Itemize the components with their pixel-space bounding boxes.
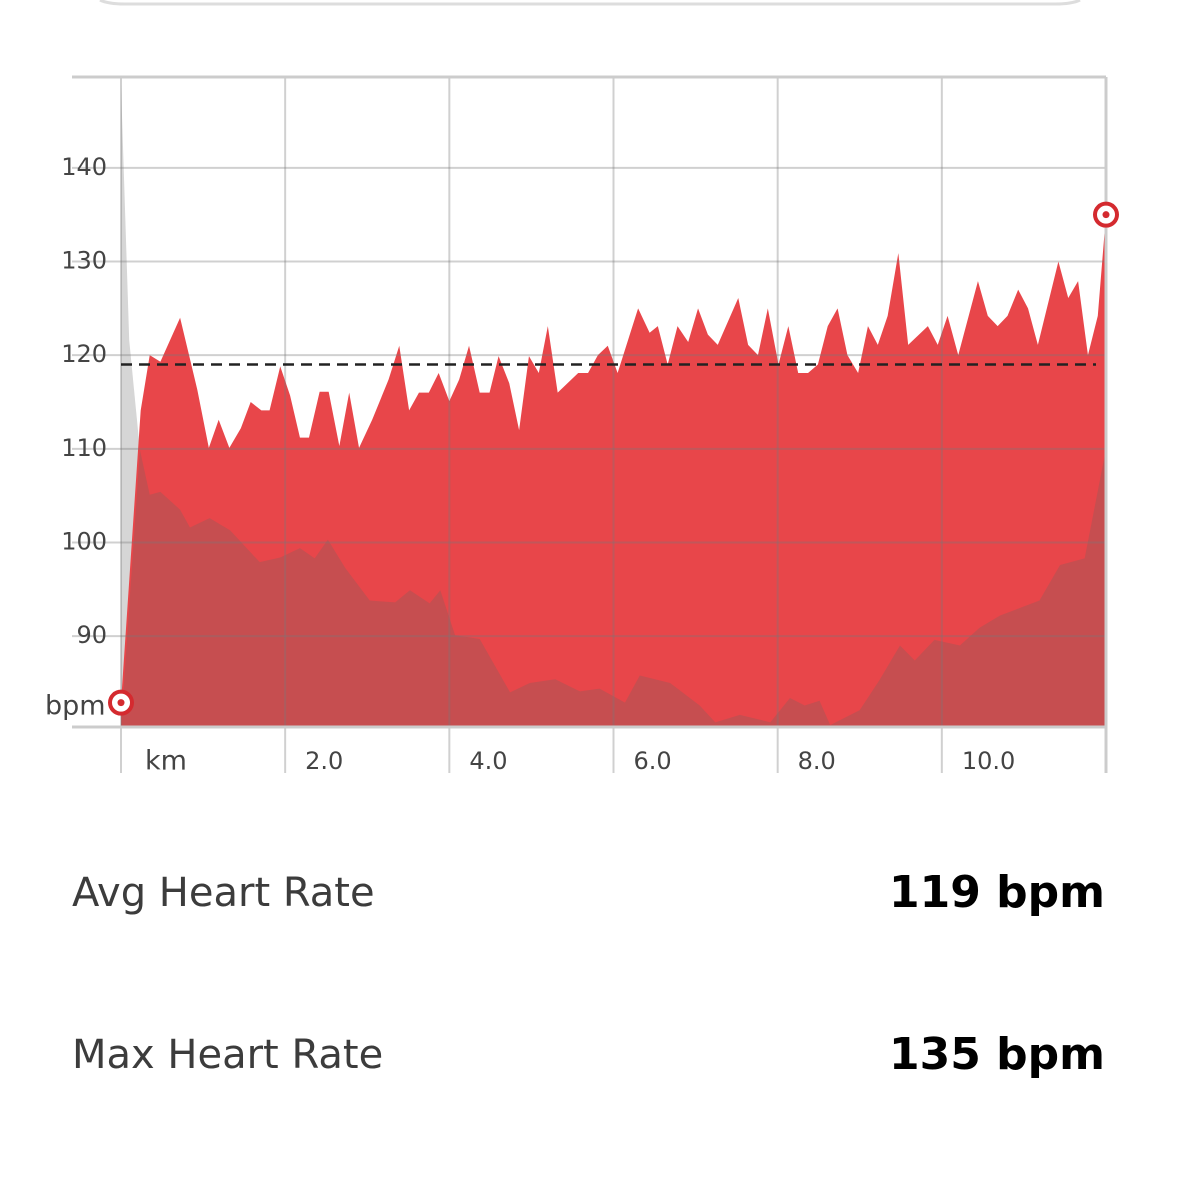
y-tick-label: 90: [76, 621, 107, 649]
area: [121, 448, 1106, 727]
y-tick-label: 100: [61, 527, 107, 555]
x-tick-label: km: [145, 746, 187, 777]
stat-label: Max Heart Rate: [72, 1032, 383, 1078]
point-marker-center: [117, 699, 125, 707]
stat-label: Avg Heart Rate: [72, 870, 375, 916]
x-tick-label: 8.0: [798, 747, 836, 775]
stat-value: 119 bpm: [889, 867, 1105, 918]
stat-value: 135 bpm: [889, 1029, 1105, 1080]
y-tick-label: 130: [61, 247, 107, 275]
point-marker-center: [1102, 211, 1110, 219]
y-axis-label: bpm: [45, 691, 106, 722]
x-tick-label: 10.0: [962, 747, 1015, 775]
x-tick-label: 2.0: [305, 747, 343, 775]
x-tick-label: 6.0: [634, 747, 672, 775]
y-tick-label: 140: [61, 153, 107, 181]
x-tick-label: 4.0: [469, 747, 507, 775]
y-tick-label: 110: [61, 434, 107, 462]
chart: 90 100 110 120 130 140 km 2.0 4.0 6.0 8.0 10.0 bpm: [45, 75, 1119, 777]
card-edge: [99, 0, 1081, 6]
y-tick-label: 120: [61, 340, 107, 368]
